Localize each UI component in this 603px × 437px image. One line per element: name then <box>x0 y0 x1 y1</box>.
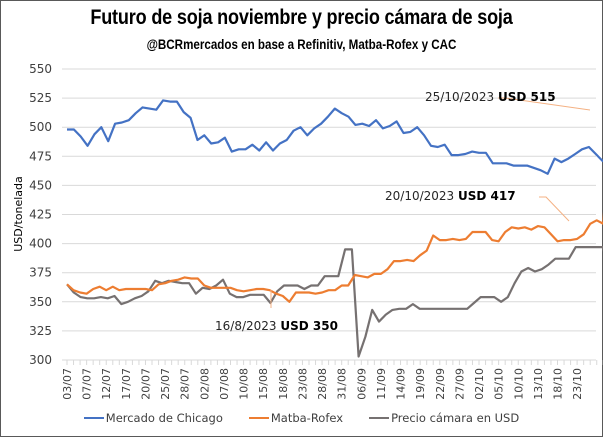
legend-label: Matba-Rofex <box>270 411 344 425</box>
y-axis-ticks: 300 325 350 375 400 425 450 475 500 525 550 <box>29 62 52 367</box>
series-lines <box>66 99 603 358</box>
y-tick-label: 500 <box>29 120 52 134</box>
series-line-precio-c-mara-en-usd <box>66 246 603 358</box>
x-tick-label: 06/09 <box>355 368 368 400</box>
y-tick-label: 525 <box>29 91 52 105</box>
legend-item: Mercado de Chicago <box>83 411 223 425</box>
legend-swatch <box>369 417 390 419</box>
x-tick-label: 14/09 <box>395 368 408 400</box>
annotation-date: 25/10/2023 <box>425 90 498 104</box>
y-axis-label: USD/tonelada <box>12 176 25 252</box>
annotation-date: 16/8/2023 <box>215 319 280 333</box>
legend: Mercado de Chicago Matba-Rofex Precio cáma… <box>0 411 603 425</box>
x-tick-label: 13/10 <box>532 368 545 400</box>
annotation-date: 20/10/2023 <box>385 189 458 203</box>
y-tick-label: 550 <box>29 62 52 76</box>
x-tick-label: 19/09 <box>414 368 427 400</box>
annotation-label: 16/8/2023 USD 350 <box>215 319 338 333</box>
x-tick-label: 27/09 <box>453 368 466 400</box>
x-tick-label: 20/07 <box>139 368 152 400</box>
annotation-value: USD 515 <box>498 90 556 104</box>
x-tick-label: 18/10 <box>552 368 565 400</box>
annotations: 25/10/2023 USD 515 20/10/2023 USD 417 16/8… <box>215 90 591 333</box>
x-tick-label: 23/10 <box>571 368 584 400</box>
x-tick-label: 17/07 <box>120 368 133 400</box>
annotation-leader-line <box>539 196 570 222</box>
legend-swatch <box>83 417 104 419</box>
x-tick-label: 10/10 <box>512 368 525 400</box>
annotation-leader-line <box>498 97 591 111</box>
y-tick-label: 325 <box>29 324 52 338</box>
x-tick-label: 03/07 <box>61 368 74 400</box>
y-tick-label: 425 <box>29 208 52 222</box>
x-tick-label: 10/08 <box>238 368 251 400</box>
y-tick-label: 475 <box>29 149 52 163</box>
x-tick-label: 11/09 <box>375 368 388 400</box>
x-tick-label: 25/07 <box>159 368 172 400</box>
x-tick-label: 07/07 <box>81 368 94 400</box>
x-tick-label: 02/10 <box>473 368 486 400</box>
series-line-mercado-de-chicago <box>67 99 603 175</box>
x-tick-label: 23/08 <box>296 368 309 400</box>
x-tick-label: 18/08 <box>277 368 290 400</box>
y-tick-label: 350 <box>29 295 52 309</box>
legend-swatch <box>248 417 269 419</box>
x-tick-label: 02/08 <box>198 368 211 400</box>
x-tick-label: 12/07 <box>100 368 113 400</box>
gridlines <box>62 68 596 361</box>
series-line-matba-rofex <box>66 211 603 303</box>
y-tick-label: 300 <box>29 353 52 367</box>
x-axis-ticks: 03/07 07/07 12/07 17/07 20/07 25/07 28/07 02/08… <box>61 360 603 400</box>
x-tick-label: 07/08 <box>218 368 231 400</box>
x-tick-label: 05/10 <box>493 368 506 400</box>
x-tick-label: 15/08 <box>257 368 270 400</box>
legend-item: Precio cámara en USD <box>369 411 519 425</box>
legend-item: Matba-Rofex <box>248 411 344 425</box>
y-tick-label: 375 <box>29 266 52 280</box>
annotation-value: USD 417 <box>458 189 516 203</box>
legend-label: Precio cámara en USD <box>391 411 520 425</box>
annotation-label: 25/10/2023 USD 515 <box>425 90 556 104</box>
chart-subtitle: @BCRmercados en base a Refinitiv, Matba-… <box>146 37 457 52</box>
y-tick-label: 400 <box>29 237 52 251</box>
x-tick-label: 22/09 <box>434 368 447 400</box>
x-tick-label: 28/07 <box>179 368 192 400</box>
annotation-value: USD 350 <box>280 319 338 333</box>
x-tick-label: 31/08 <box>336 368 349 400</box>
x-tick-label: 28/08 <box>316 368 329 400</box>
legend-label: Mercado de Chicago <box>105 411 223 425</box>
y-tick-label: 450 <box>29 178 52 192</box>
chart-title: Futuro de soja noviembre y precio cámara… <box>90 6 513 29</box>
annotation-label: 20/10/2023 USD 417 <box>385 189 516 203</box>
